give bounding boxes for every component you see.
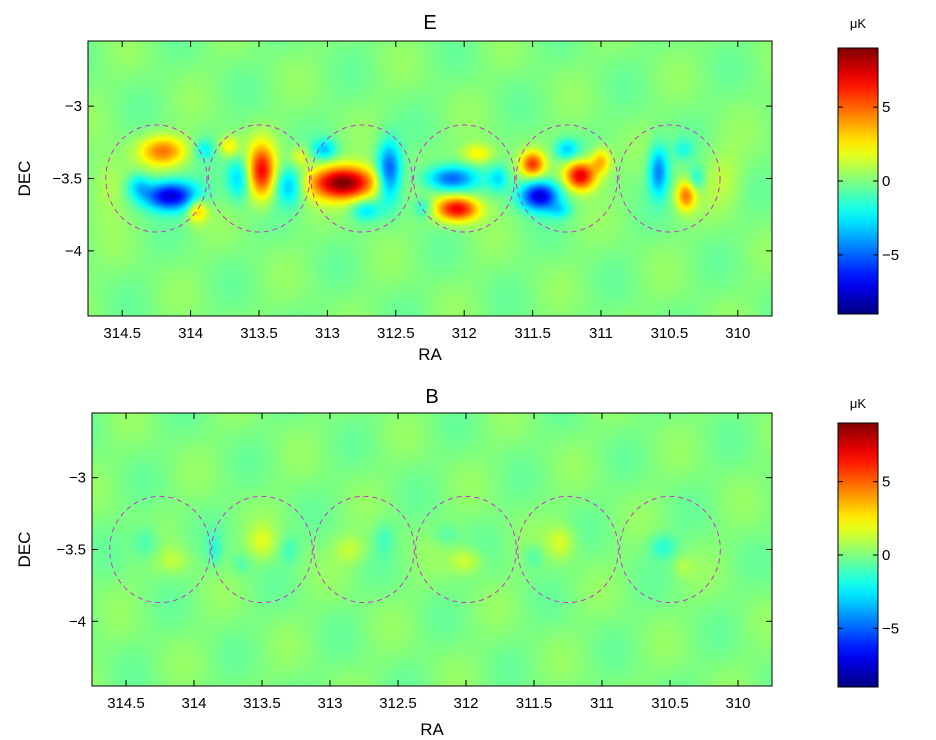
field-circle-6 [618, 124, 721, 233]
field-circle-4 [413, 124, 516, 233]
field-circle-3 [310, 124, 413, 233]
chart-title: E [423, 12, 436, 34]
field-circle-1 [109, 495, 211, 604]
field-circle-2 [211, 495, 313, 604]
x-axis-label: RA [420, 720, 444, 739]
colorbar-tick-label: −5 [882, 247, 899, 264]
x-tick-label: 310.5 [651, 325, 689, 342]
y-tick-label: −4 [65, 243, 82, 260]
heatmap-image [92, 413, 772, 686]
x-tick-label: 313 [317, 695, 342, 712]
x-tick-label: 313 [315, 325, 340, 342]
y-tick-label: −3.5 [56, 542, 86, 559]
x-tick-label: 311 [589, 325, 613, 342]
x-tick-label: 314.5 [103, 325, 141, 342]
colorbar-tick-label: 0 [882, 547, 890, 564]
x-tick-label: 314 [178, 325, 203, 342]
colorbar-unit-label: μK [850, 16, 866, 31]
x-tick-label: 311.5 [514, 325, 550, 342]
chart-title: B [425, 386, 438, 408]
field-circle-3 [313, 495, 415, 604]
x-tick-label: 310.5 [651, 695, 689, 712]
colorbar-tick-label: 5 [882, 474, 890, 491]
heatmap-image [88, 41, 772, 316]
x-tick-label: 313.5 [240, 325, 278, 342]
x-tick-label: 312 [452, 325, 477, 342]
field-circle-2 [207, 124, 311, 233]
panel-b: 314.5 314 313.5 313 312.5 312 311.5 311 310.5 310… [15, 386, 899, 739]
x-tick-label: 312 [453, 695, 478, 712]
colorbar [837, 422, 879, 688]
colorbar [837, 47, 879, 315]
field-circle-1 [105, 124, 208, 233]
colorbar-tick-label: 5 [882, 99, 890, 116]
x-tick-label: 314.5 [107, 695, 145, 712]
colorbar-tick-label: −5 [882, 620, 899, 637]
y-axis-label: DEC [15, 532, 34, 568]
x-tick-label: 311.5 [516, 695, 552, 712]
y-tick-label: −4 [69, 613, 86, 630]
field-circle-6 [619, 495, 721, 604]
x-tick-label: 314 [181, 695, 206, 712]
colorbar-unit-label: μK [850, 396, 866, 411]
x-tick-label: 311 [590, 695, 614, 712]
field-circle-5 [515, 124, 618, 233]
x-axis-label: RA [418, 345, 442, 364]
x-tick-label: 312.5 [377, 325, 415, 342]
field-circle-5 [517, 495, 619, 604]
x-tick-label: 313.5 [243, 695, 281, 712]
colorbar-tick-label: 0 [882, 173, 890, 190]
x-tick-label: 310 [725, 325, 750, 342]
y-tick-label: −3 [69, 470, 86, 487]
x-tick-label: 312.5 [379, 695, 417, 712]
x-tick-label: 310 [725, 695, 750, 712]
y-tick-label: −3.5 [52, 171, 82, 188]
y-axis-label: DEC [15, 161, 34, 197]
y-tick-label: −3 [65, 98, 82, 115]
panel-e: 314.5 314 313.5 313 312.5 312 311.5 311 310.5 310… [15, 12, 899, 364]
field-circle-4 [415, 495, 517, 604]
